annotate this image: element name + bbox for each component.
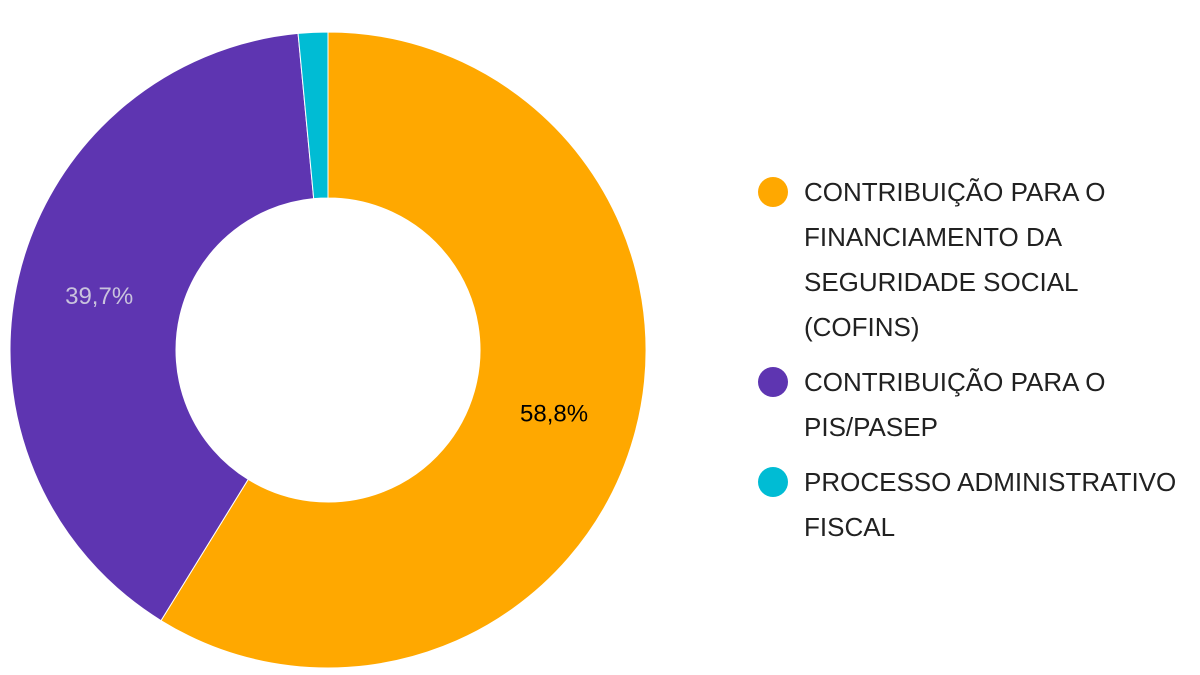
slice-data-label-0: 58,8%: [520, 401, 588, 428]
legend-item-processo-administrativo-fiscal[interactable]: PROCESSO ADMINISTRATIVO FISCAL: [758, 460, 1188, 550]
legend-swatch-pis-pasep: [758, 367, 788, 397]
legend-label-processo-administrativo-fiscal: PROCESSO ADMINISTRATIVO FISCAL: [804, 467, 1177, 542]
legend-swatch-processo-administrativo-fiscal: [758, 467, 788, 497]
legend-label-cofins: CONTRIBUIÇÃO PARA O FINANCIAMENTO DA SEG…: [804, 177, 1106, 342]
legend-swatch-cofins: [758, 177, 788, 207]
legend: CONTRIBUIÇÃO PARA O FINANCIAMENTO DA SEG…: [758, 170, 1188, 560]
donut-chart: 58,8% 39,7%: [9, 31, 647, 669]
legend-item-pis-pasep[interactable]: CONTRIBUIÇÃO PARA O PIS/PASEP: [758, 360, 1188, 450]
donut-slice-0[interactable]: [160, 31, 647, 669]
legend-label-pis-pasep: CONTRIBUIÇÃO PARA O PIS/PASEP: [804, 367, 1106, 442]
donut-slice-2[interactable]: [297, 31, 329, 200]
donut-slice-1[interactable]: [9, 32, 315, 622]
legend-item-cofins[interactable]: CONTRIBUIÇÃO PARA O FINANCIAMENTO DA SEG…: [758, 170, 1188, 350]
slice-data-label-1: 39,7%: [65, 283, 133, 310]
